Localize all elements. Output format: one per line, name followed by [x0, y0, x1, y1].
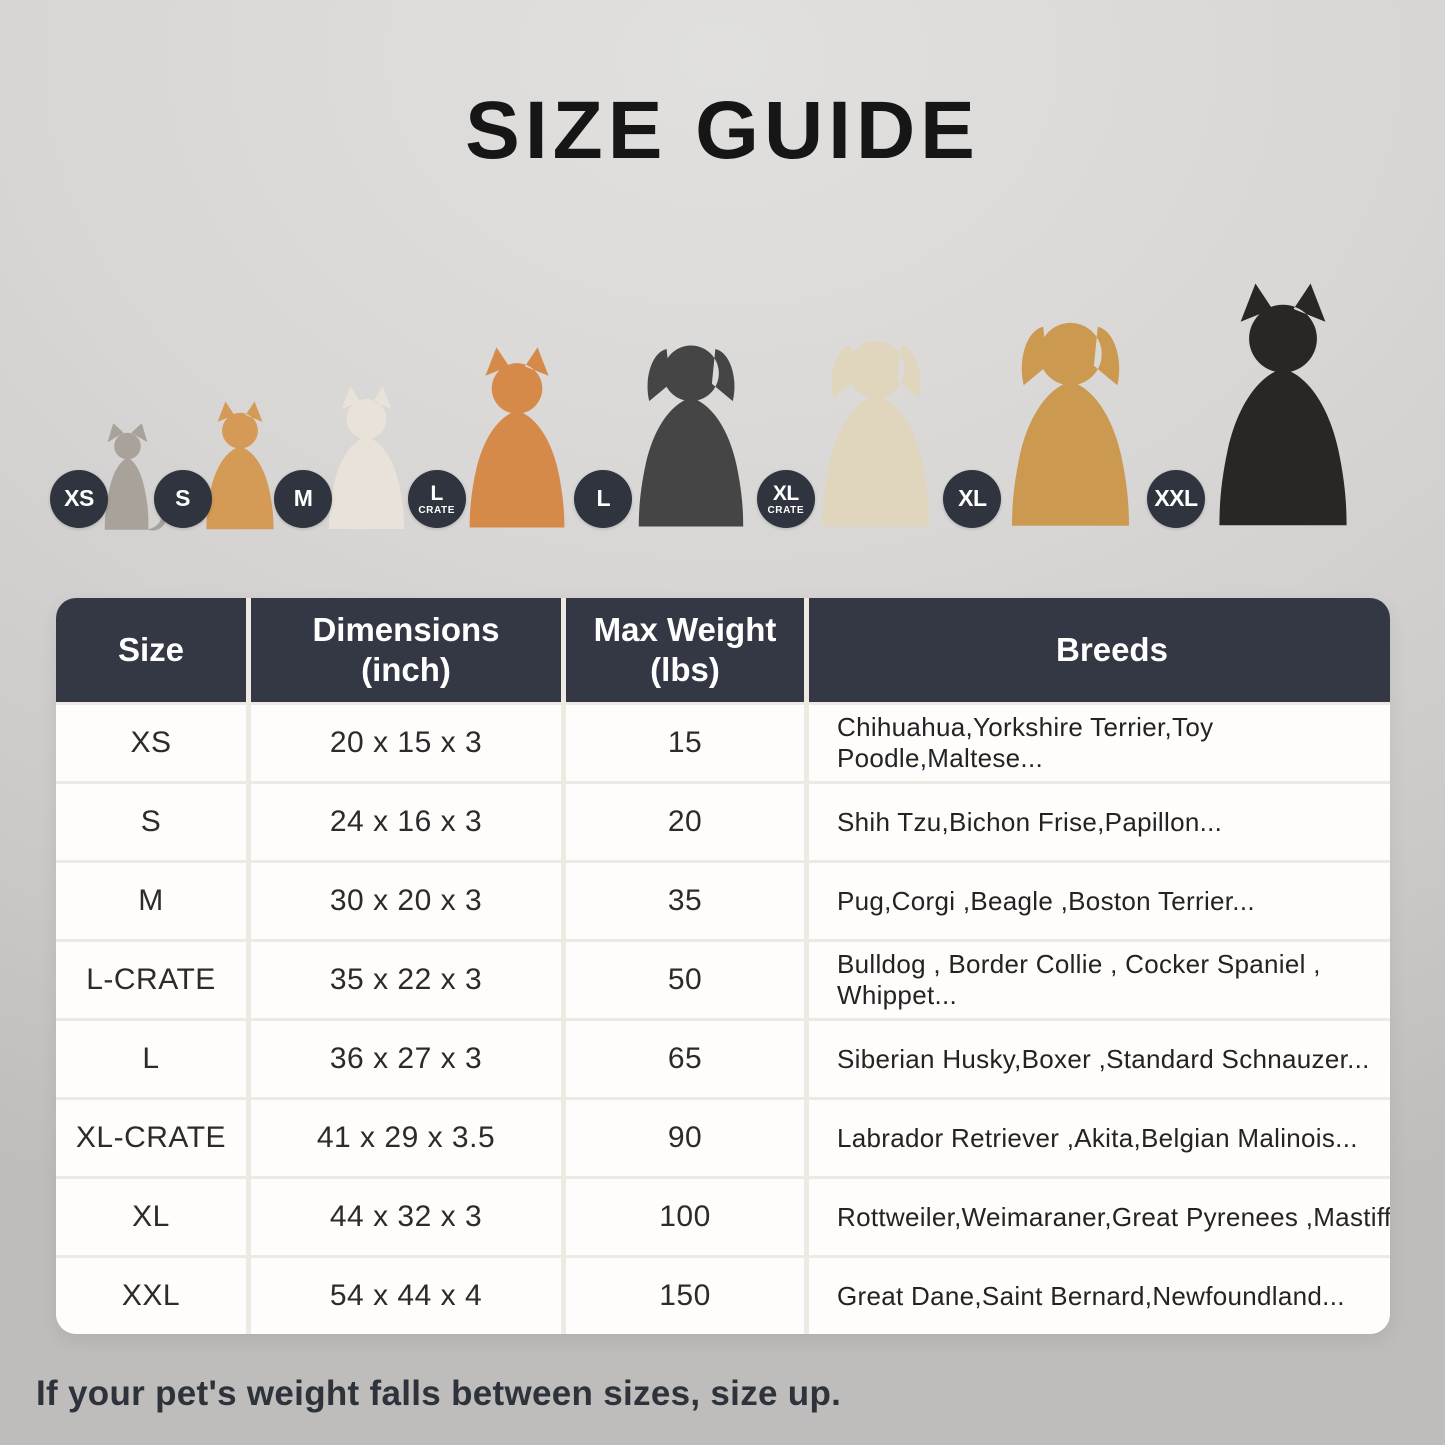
table-row: XL 44 x 32 x 3 100 Rottweiler,Weimaraner…: [56, 1179, 1390, 1255]
size-cell: XL-CRATE: [56, 1100, 246, 1176]
header-dimensions: Dimensions (inch): [251, 598, 561, 702]
table-row: XXL 54 x 44 x 4 150 Great Dane,Saint Ber…: [56, 1258, 1390, 1334]
badge-label: S: [175, 484, 190, 511]
size-badge-xs: XS: [50, 470, 108, 528]
animal-golden-retriever: XL: [943, 299, 1168, 534]
doberman-icon: [1177, 279, 1389, 534]
size-badge-s: S: [153, 470, 212, 528]
page-title: SIZE GUIDE: [465, 85, 980, 176]
weight-cell: 50: [566, 942, 804, 1018]
breeds-cell: Bulldog , Border Collie , Cocker Spaniel…: [809, 942, 1390, 1018]
size-guide-table: Size Dimensions (inch) Max Weight (lbs) …: [56, 598, 1390, 1334]
animal-labrador: XL CRATE: [756, 319, 965, 534]
table-row: M 30 x 20 x 3 35 Pug,Corgi ,Beagle ,Bost…: [56, 863, 1390, 939]
breeds-cell: Labrador Retriever ,Akita,Belgian Malino…: [809, 1100, 1390, 1176]
animal-lineup: XS S M L CRATE: [0, 238, 1445, 534]
breeds-cell: Pug,Corgi ,Beagle ,Boston Terrier...: [809, 863, 1390, 939]
badge-sublabel: CRATE: [418, 504, 456, 516]
table-row: L 36 x 27 x 3 65 Siberian Husky,Boxer ,S…: [56, 1021, 1390, 1097]
size-cell: L-CRATE: [56, 942, 246, 1018]
badge-label: XXL: [1154, 484, 1198, 511]
golden-retriever-icon: [973, 299, 1168, 534]
weight-cell: 90: [566, 1100, 804, 1176]
dimensions-cell: 30 x 20 x 3: [251, 863, 561, 939]
breeds-cell: Shih Tzu,Bichon Frise,Papillon...: [809, 784, 1390, 860]
table-row: XL-CRATE 41 x 29 x 3.5 90 Labrador Retri…: [56, 1100, 1390, 1176]
size-badge-xxl: XXL: [1146, 470, 1205, 528]
badge-sublabel: CRATE: [767, 504, 805, 516]
breeds-cell: Chihuahua,Yorkshire Terrier,Toy Poodle,M…: [809, 705, 1390, 781]
dimensions-cell: 24 x 16 x 3: [251, 784, 561, 860]
size-badge-l: L: [574, 470, 633, 528]
animal-doberman: XXL: [1146, 279, 1389, 534]
weight-cell: 100: [566, 1179, 804, 1255]
animal-border-collie: L: [574, 324, 778, 534]
weight-cell: 150: [566, 1258, 804, 1334]
dimensions-cell: 54 x 44 x 4: [251, 1258, 561, 1334]
header-breeds: Breeds: [809, 598, 1390, 702]
breeds-cell: Great Dane,Saint Bernard,Newfoundland...: [809, 1258, 1390, 1334]
table-row: S 24 x 16 x 3 20 Shih Tzu,Bichon Frise,P…: [56, 784, 1390, 860]
badge-label: L: [430, 481, 444, 505]
size-cell: XS: [56, 705, 246, 781]
animal-french-bulldog: M: [274, 384, 429, 534]
badge-label: XL: [958, 484, 987, 511]
dimensions-cell: 35 x 22 x 3: [251, 942, 561, 1018]
table-row: L-CRATE 35 x 22 x 3 50 Bulldog , Border …: [56, 942, 1390, 1018]
weight-cell: 15: [566, 705, 804, 781]
size-badge-m: M: [274, 470, 333, 528]
size-cell: L: [56, 1021, 246, 1097]
size-cell: XL: [56, 1179, 246, 1255]
size-badge-xl: XL: [943, 470, 1002, 528]
weight-cell: 65: [566, 1021, 804, 1097]
header-max-weight: Max Weight (lbs): [566, 598, 804, 702]
weight-cell: 20: [566, 784, 804, 860]
animal-shiba-inu: L CRATE: [407, 344, 596, 534]
dimensions-cell: 41 x 29 x 3.5: [251, 1100, 561, 1176]
size-badge-xl-crate: XL CRATE: [756, 470, 815, 528]
size-cell: S: [56, 784, 246, 860]
badge-label: XL: [772, 481, 799, 505]
badge-label: XS: [64, 484, 94, 511]
size-cell: XXL: [56, 1258, 246, 1334]
dimensions-cell: 44 x 32 x 3: [251, 1179, 561, 1255]
animal-cat: XS: [50, 419, 175, 534]
breeds-cell: Rottweiler,Weimaraner,Great Pyrenees ,Ma…: [809, 1179, 1390, 1255]
header-size: Size: [56, 598, 246, 702]
size-cell: M: [56, 863, 246, 939]
badge-label: L: [596, 484, 611, 511]
sizing-note: If your pet's weight falls between sizes…: [36, 1374, 842, 1413]
breeds-cell: Siberian Husky,Boxer ,Standard Schnauzer…: [809, 1021, 1390, 1097]
table-row: XS 20 x 15 x 3 15 Chihuahua,Yorkshire Te…: [56, 705, 1390, 781]
table-header-row: Size Dimensions (inch) Max Weight (lbs) …: [56, 598, 1390, 702]
animal-pomeranian: S: [153, 399, 296, 534]
weight-cell: 35: [566, 863, 804, 939]
badge-label: M: [293, 484, 313, 511]
dimensions-cell: 20 x 15 x 3: [251, 705, 561, 781]
dimensions-cell: 36 x 27 x 3: [251, 1021, 561, 1097]
size-badge-l-crate: L CRATE: [407, 470, 466, 528]
